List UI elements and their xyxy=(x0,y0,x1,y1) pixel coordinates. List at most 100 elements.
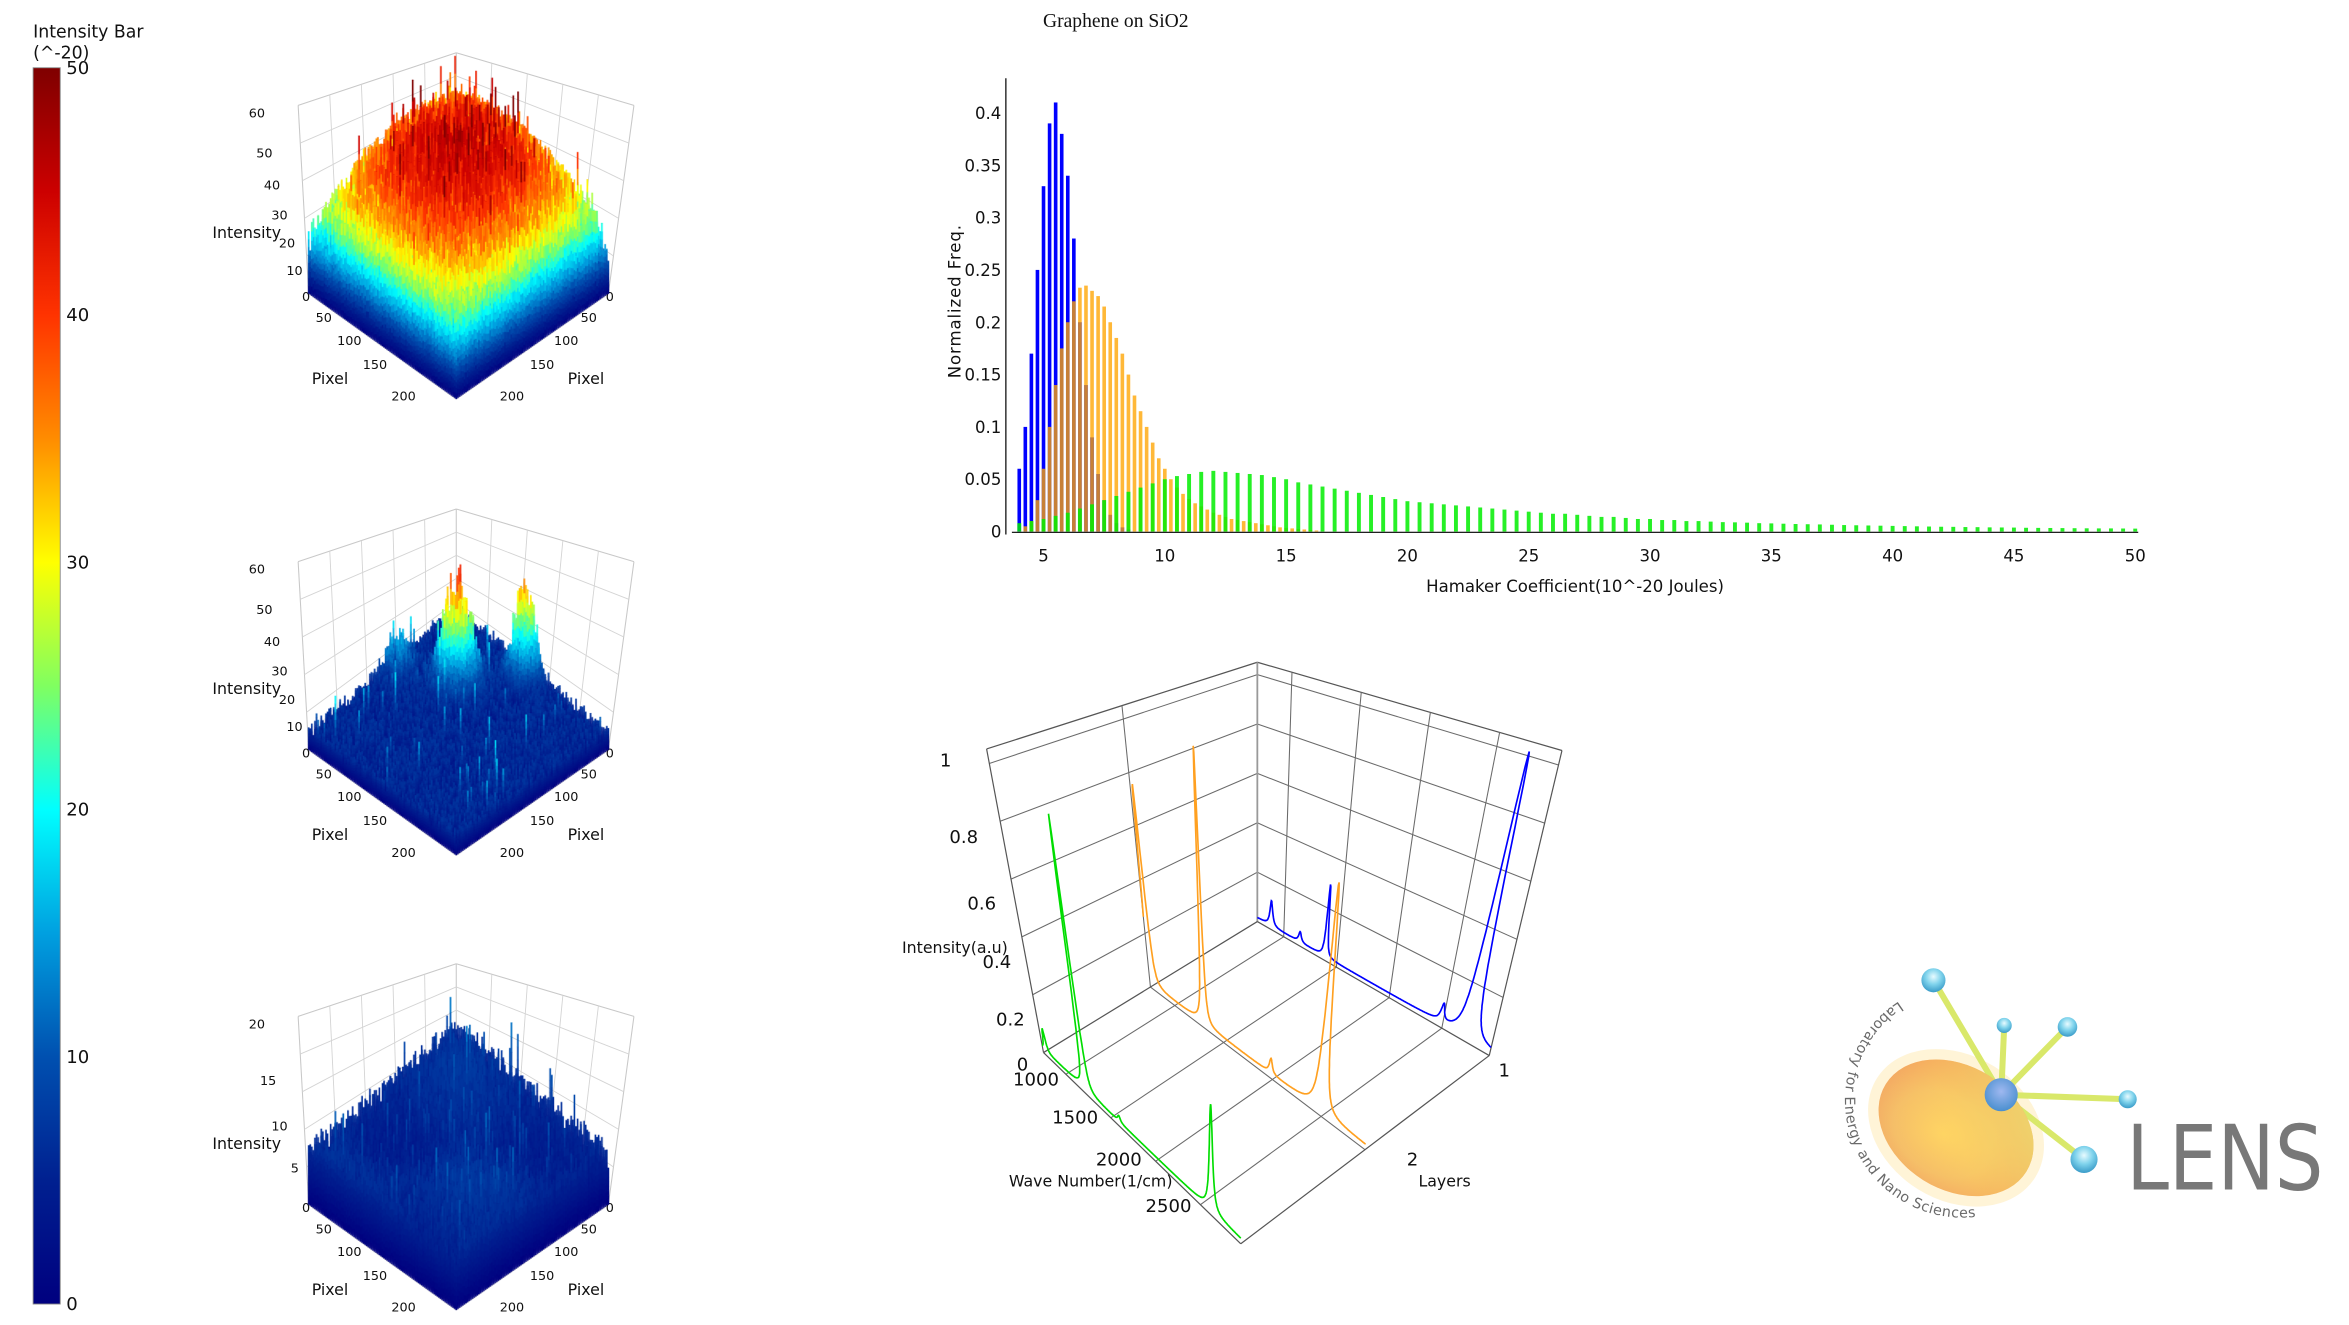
histogram-series-orange xyxy=(1023,285,1319,532)
histogram-x-tick: 30 xyxy=(1639,547,1660,566)
histogram-bar xyxy=(1551,513,1555,532)
histogram-bar xyxy=(2060,528,2065,532)
histogram-bar xyxy=(1381,497,1386,532)
histogram-x-tick: 10 xyxy=(1154,547,1175,566)
histogram-x-tick: 45 xyxy=(2003,547,2024,566)
histogram-bar xyxy=(1902,526,1907,532)
histogram-bar xyxy=(1065,512,1070,532)
raman-grid-line xyxy=(1257,674,1559,766)
histogram-y-tick: 0.3 xyxy=(975,209,1001,228)
surface-z-tick: 60 xyxy=(249,106,265,121)
histogram-bar xyxy=(1314,530,1319,532)
colorbar-tick-label: 10 xyxy=(66,1047,89,1068)
logo-molecule-arms xyxy=(1930,977,2131,1163)
histogram-bar xyxy=(1757,523,1762,532)
histogram-y-tick: 0 xyxy=(991,523,1002,542)
histogram-bar xyxy=(2024,527,2029,532)
histogram-bar xyxy=(1720,522,1725,532)
histogram-bar xyxy=(1587,515,1592,532)
histogram-bar xyxy=(1344,490,1349,532)
histogram-y-tick: 0.25 xyxy=(965,261,1002,280)
raman-box-edge xyxy=(986,661,1258,750)
histogram-x-tick: 50 xyxy=(2125,547,2146,566)
histogram-bar xyxy=(1041,186,1046,532)
histogram-bar xyxy=(1284,479,1289,532)
raman-box-edge xyxy=(1240,1055,1490,1245)
histogram-title: Graphene on SiO2 xyxy=(1043,11,1189,32)
histogram-y-tick: 0.4 xyxy=(975,104,1001,123)
raman-grid-line xyxy=(1257,772,1531,882)
histogram-bar xyxy=(1053,385,1058,532)
histogram-x-tick: 35 xyxy=(1761,547,1782,566)
histogram-bar xyxy=(1047,123,1052,532)
raman-layer-tick: 2 xyxy=(1407,1149,1418,1170)
histogram-bar xyxy=(1854,525,1859,532)
histogram-y-tick: 0.1 xyxy=(975,418,1001,437)
histogram-bar xyxy=(1648,518,1652,532)
histogram-bar xyxy=(1223,471,1228,532)
histogram-bar xyxy=(1072,301,1076,532)
surface-z-label: Intensity xyxy=(212,1134,281,1153)
histogram-bar xyxy=(1672,520,1677,532)
histogram-bar xyxy=(1017,468,1022,532)
histogram-bar xyxy=(1975,527,1980,532)
histogram-bar xyxy=(1059,348,1064,532)
histogram-bar xyxy=(1235,472,1240,532)
raman-x-tick: 2000 xyxy=(1096,1149,1142,1170)
histogram-bar xyxy=(1611,516,1616,532)
colorbar-tick-label: 50 xyxy=(66,58,89,79)
histogram-bar xyxy=(1290,528,1294,532)
histogram-bar xyxy=(1059,133,1064,532)
histogram-bar xyxy=(1599,516,1604,532)
histogram-bar xyxy=(1575,514,1580,532)
histogram-bar xyxy=(1999,527,2004,532)
histogram-bar xyxy=(1144,426,1149,532)
logo-sphere-icon xyxy=(2057,1017,2078,1037)
histogram-bar xyxy=(1126,374,1131,532)
raman-grid-line xyxy=(1388,712,1431,998)
histogram-x-tick: 20 xyxy=(1397,547,1418,566)
raman-spectrum-layer-2 xyxy=(1131,745,1366,1145)
colorbar-tick-label: 20 xyxy=(66,800,89,821)
histogram-bar xyxy=(1053,515,1058,532)
histogram-bar xyxy=(1272,477,1276,532)
histogram-bar xyxy=(1805,524,1810,532)
histogram-bar xyxy=(1029,521,1034,532)
logo-sphere-icon xyxy=(2070,1145,2098,1174)
raman-grid-line xyxy=(1257,871,1504,998)
histogram-bar xyxy=(1987,527,1992,532)
raman-spectra xyxy=(1041,745,1531,1239)
histogram-y-tick: 0.15 xyxy=(965,366,1002,385)
histogram-x-tick: 15 xyxy=(1276,547,1297,566)
histogram-bar xyxy=(2048,527,2053,532)
histogram-bar xyxy=(1890,525,1895,532)
surface-z-tick: 30 xyxy=(271,665,287,680)
histogram-bar xyxy=(1417,502,1422,532)
histogram-bar xyxy=(1102,306,1106,532)
raman-box-edge xyxy=(1257,921,1490,1057)
histogram-bar xyxy=(1369,494,1373,532)
raman-z-tick: 0.2 xyxy=(996,1009,1025,1030)
raman-spectrum-layer-3 xyxy=(1041,813,1242,1239)
histogram-bar xyxy=(1927,526,1931,532)
histogram-bar xyxy=(1405,501,1410,532)
histogram-bar xyxy=(1878,525,1883,532)
raman-x-tick: 2500 xyxy=(1146,1196,1192,1217)
surface-z-tick: 50 xyxy=(256,147,272,162)
histogram-bar xyxy=(1393,499,1398,532)
histogram-bar xyxy=(1951,526,1956,532)
histogram-bar xyxy=(1939,526,1944,532)
histogram-bar xyxy=(1266,525,1270,532)
histogram-bar xyxy=(1078,287,1082,532)
histogram-bar xyxy=(1169,479,1173,532)
raman-grid-line xyxy=(1283,672,1293,937)
surface-z-label: Intensity xyxy=(212,679,281,698)
histogram-bar xyxy=(1259,475,1264,532)
logo-sphere-icon xyxy=(1996,1017,2012,1033)
histogram-bar xyxy=(1138,411,1143,532)
raman-layer-tick: 1 xyxy=(1499,1061,1510,1082)
histogram-y-tick: 0.2 xyxy=(975,313,1001,332)
